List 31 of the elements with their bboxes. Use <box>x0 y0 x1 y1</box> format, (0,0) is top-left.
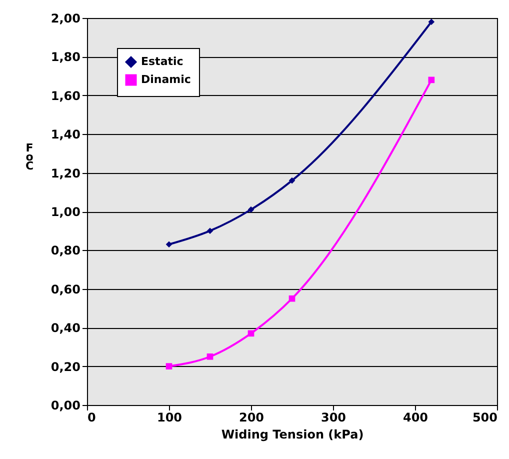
point <box>206 228 214 234</box>
legend-label: Dinamic <box>141 73 191 86</box>
x-tick-label: 100 <box>156 410 182 424</box>
point <box>206 353 214 360</box>
y-axis-title: FoC <box>25 142 34 172</box>
point <box>166 241 172 248</box>
point <box>248 206 254 213</box>
y-tick-label: 0,00 <box>50 398 80 412</box>
point <box>428 18 435 26</box>
y-tick-label: 0,60 <box>50 282 80 296</box>
y-tick-label: 0,20 <box>50 360 80 374</box>
x-tick-label: 0 <box>88 410 96 424</box>
legend-label: Estatic <box>141 55 184 68</box>
x-axis-title: Widing Tension (kPa) <box>221 428 364 442</box>
point <box>288 177 296 184</box>
point <box>428 76 435 84</box>
x-tick-label: 200 <box>238 410 264 424</box>
y-tick-label: 1,00 <box>50 205 80 219</box>
x-tick-label: 500 <box>472 410 498 424</box>
y-tick-label: 1,40 <box>50 128 80 142</box>
y-tick-label: 0,40 <box>50 321 80 336</box>
point <box>288 295 296 302</box>
x-tick-label: 400 <box>402 410 428 424</box>
point <box>166 363 172 370</box>
y-tick-label: 0,80 <box>50 244 80 258</box>
x-tick-label: 300 <box>320 410 346 424</box>
y-tick-label: 2,00 <box>50 12 80 26</box>
y-tick-label: 1,80 <box>50 50 80 64</box>
y-tick-label: 1,20 <box>50 166 80 180</box>
point <box>248 330 254 337</box>
y-tick-label: 1,60 <box>50 88 80 103</box>
